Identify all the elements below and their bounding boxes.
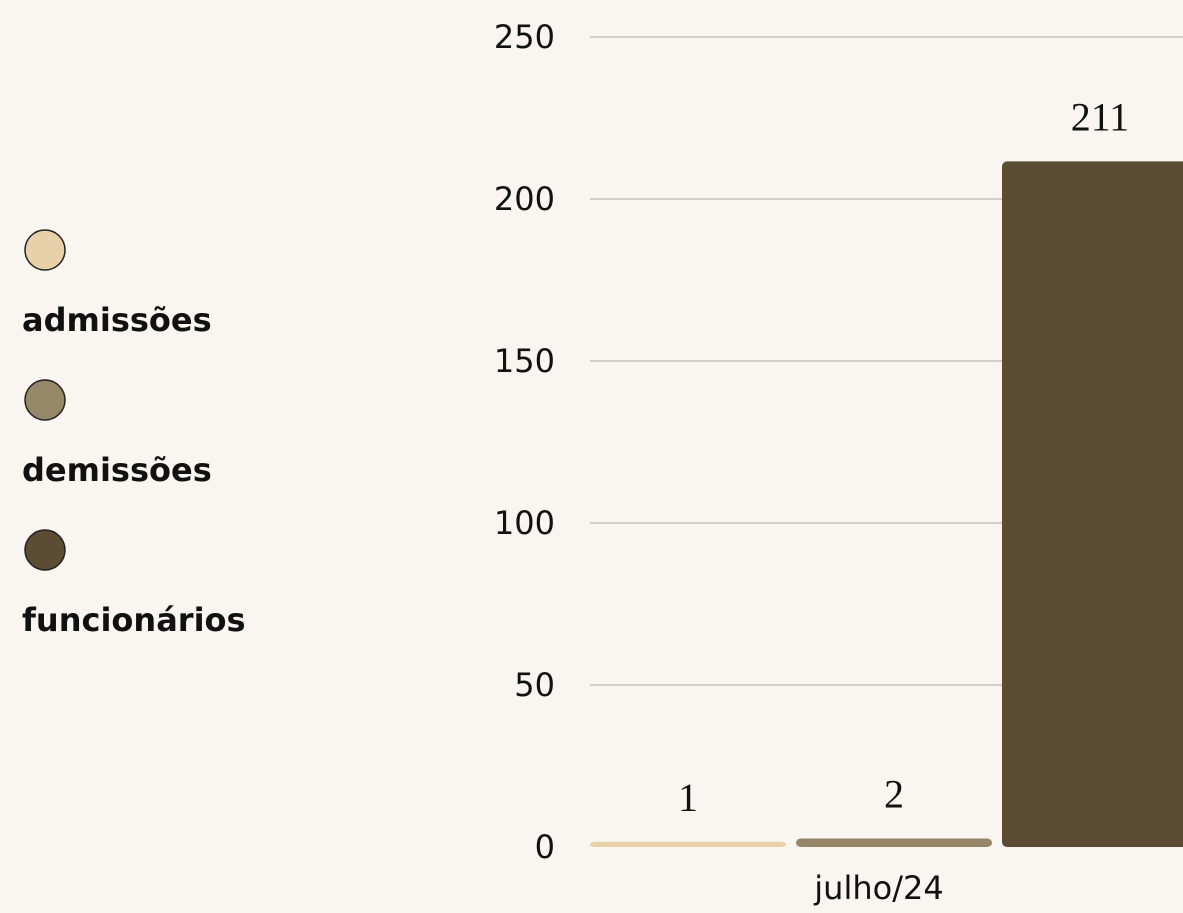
legend-swatch	[24, 229, 66, 271]
bar	[590, 841, 786, 847]
legend-label: funcionários	[22, 601, 246, 639]
value-label: 1	[678, 775, 698, 820]
bar	[796, 838, 992, 847]
bar	[1002, 161, 1183, 847]
legend-label: demissões	[22, 451, 212, 489]
y-tick-label: 50	[514, 666, 555, 704]
y-tick-label: 150	[494, 342, 555, 380]
y-tick-label: 200	[494, 180, 555, 218]
y-tick-label: 250	[494, 18, 555, 56]
value-label: 2	[884, 772, 904, 817]
legend-swatch	[24, 379, 66, 421]
y-tick-label: 0	[535, 828, 555, 866]
legend-swatch	[24, 529, 66, 571]
y-tick-label: 100	[494, 504, 555, 542]
legend-label: admissões	[22, 301, 212, 339]
x-tick-label: julho/24	[813, 869, 943, 907]
value-label: 211	[1071, 95, 1130, 140]
